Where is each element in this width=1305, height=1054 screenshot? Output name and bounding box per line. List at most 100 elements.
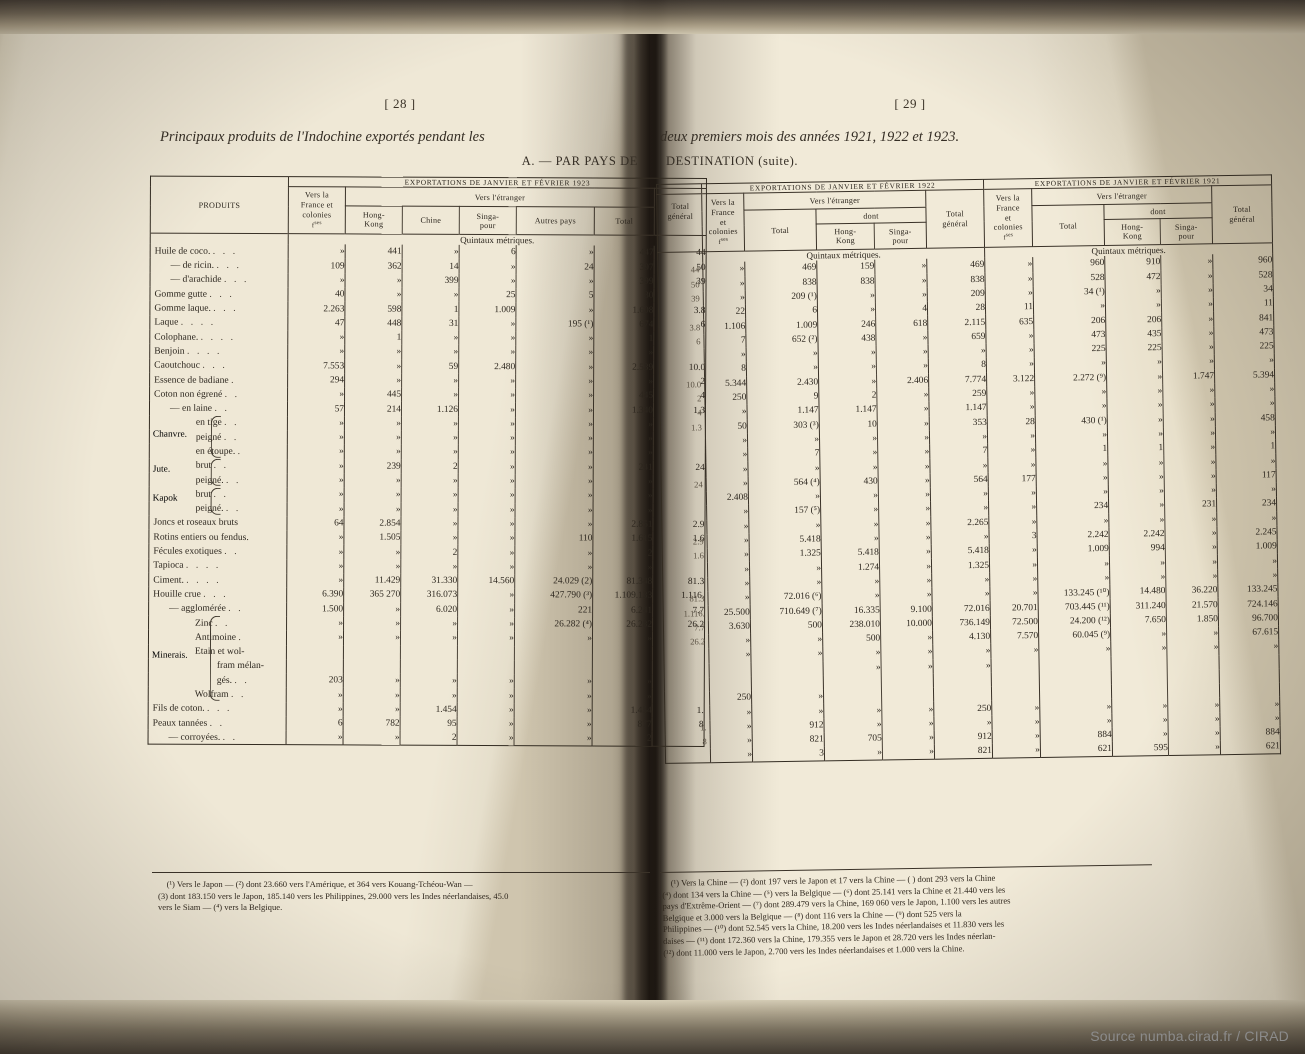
cell-sing-1922: » [880,630,933,646]
cell-hk-1922: 5.418 [821,545,880,561]
cell-total-1921: » [1035,427,1108,444]
cell-tg-1922: 4.130 [932,629,991,645]
cell-france-1923: » [286,573,344,588]
cell-total-1921: » [1036,513,1109,529]
cell-chine-1923: » [401,473,459,489]
cell-sing-1923: » [458,502,516,517]
product-group-brace [210,487,221,515]
cell-autres-1923: 110 [514,531,593,546]
cell-tg-1922: » [932,658,992,674]
cell-hk-1923 [343,644,401,660]
cell-autres-1923: » [514,731,593,747]
cell-hk-1922: 438 [817,331,877,347]
cell-total-general-1923-overflow [659,363,704,378]
cell-total-1923: » [592,688,653,704]
cell-france-1923: » [286,730,344,745]
cell-hk-1922: 16.335 [822,602,881,619]
book-bottom-edge [0,1000,1305,1054]
cell-total-1921: » [1033,299,1106,315]
cell-hk-1923: » [344,430,402,446]
cell-sing-1921: 21.570 [1166,597,1219,613]
cell-france-1923: 1.500 [286,601,344,617]
cell-chine-1923: » [400,530,458,546]
cell-hk-1922: 705 [824,731,883,747]
cell-france-1923: » [286,687,344,703]
col-header-total-general-1922: Total général [925,189,985,249]
cell-hk-1923: » [345,273,403,288]
cell-chine-1923: 95 [400,716,458,732]
cell-sing-1923: » [458,345,516,360]
cell-sing-1921: » [1162,354,1215,370]
cell-tg-1921: 2.245 [1216,525,1278,541]
cell-france-1922: » [707,547,750,563]
cell-hk-1921: » [1106,398,1164,414]
cell-total-1922: 564 (⁴) [748,475,821,491]
cell-sing-1921: » [1165,569,1218,585]
cell-total-1921: » [1034,399,1108,415]
cell-total-1923: » [593,374,654,389]
cell-hk-1922: » [820,517,879,533]
cell-total-1922: 3 [752,746,825,763]
cell-total-1923: 2 [592,731,653,747]
cell-hk-1921: » [1106,369,1163,385]
cell-france-1921: 72.500 [990,614,1039,630]
cell-sing-1922: 2.406 [876,373,929,389]
cell-chine-1923: 59 [401,359,459,374]
cell-sing-1923: » [458,488,516,503]
source-credit: Source numba.cirad.fr / CIRAD [1090,1028,1289,1044]
cell-total-1922: 2.430 [746,375,819,391]
cell-france-1923: » [286,558,344,574]
cell-total-1921: » [1036,470,1109,487]
cell-total-general-1923-overflow [664,663,709,678]
cell-total-general-1923-overflow: 50 [690,279,700,290]
cell-hk-1922: 10 [819,417,878,433]
cell-chine-1923: » [401,387,459,403]
cell-hk-1923: » [343,616,401,631]
product-group-label: Jute. [152,464,171,475]
book-page-right [648,0,1305,1014]
cell-chine-1923: » [400,559,458,574]
cell-hk-1923: » [344,501,402,517]
cell-total-general-1923-overflow: 1.3 [690,421,702,433]
cell-total-general-1923-overflow: 44 [690,264,700,275]
cell-tg-1921: 1.009 [1217,539,1278,555]
cell-hk-1922: 159 [816,259,875,276]
cell-total-1923: 30 [593,288,655,304]
cell-tg-1922: 469 [926,258,985,274]
cell-france-1923: » [287,444,345,460]
cell-sing-1922: » [879,573,932,589]
cell-hk-1923: » [344,473,402,488]
product-label: — d'arachide . . . [170,274,249,286]
cell-total-general-1923-overflow [661,448,706,463]
cell-hk-1921: 2.242 [1108,526,1166,543]
cell-sing-1922: » [881,702,934,718]
cell-chine-1923: » [400,688,458,703]
cell-tg-1922: 736.149 [932,615,991,631]
cell-total-1923: 2.539 [593,360,654,375]
cell-total-1922: 6 [745,303,818,320]
cell-sing-1922: » [878,473,931,489]
cell-autres-1923: » [515,402,594,418]
cell-tg-1922: » [929,458,989,474]
book-page-left [0,0,648,1014]
cell-tg-1922: 8 [928,358,987,374]
cell-sing-1921: » [1164,511,1217,527]
cell-total-1923: » [592,560,653,575]
cell-autres-1923: 195 (¹) [515,316,594,332]
cell-total-1922: 710.649 (⁷) [750,603,823,620]
product-label: Tapioca . . . . [153,559,221,572]
cell-france-1921: » [987,443,1036,459]
cell-hk-1921: » [1105,298,1162,314]
cell-france-1923: » [288,244,346,259]
product-label: — corroyées. . . [168,731,238,743]
cell-sing-1922: » [876,359,929,375]
cell-france-1922: » [706,476,749,492]
cell-total-general-1923-overflow: 2.9 [692,536,704,547]
cell-sing-1921: » [1168,740,1221,756]
cell-sing-1922: » [876,344,929,360]
cell-total-1923: 447 [594,245,655,261]
product-label: Caoutchouc . . . [154,359,228,372]
cell-hk-1922: 430 [820,474,879,490]
cell-total-1921: 884 [1040,727,1113,744]
cell-tg-1921: 133.245 [1217,582,1279,598]
